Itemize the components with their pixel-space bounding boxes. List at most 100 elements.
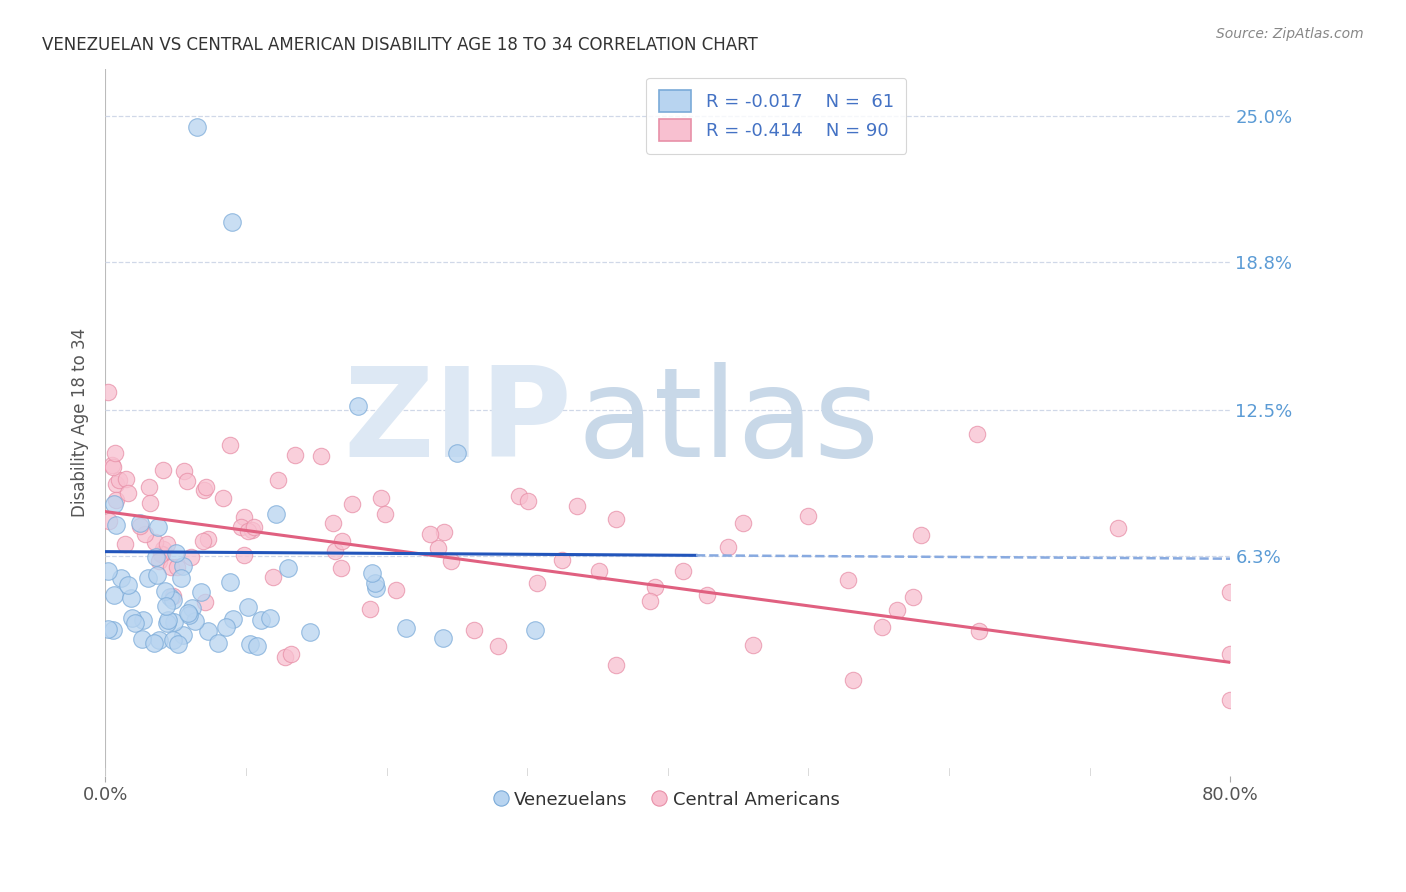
Point [259, 611, 281, 625]
Point [162, 590, 184, 604]
Point [162, 632, 184, 647]
Point [731, 516, 754, 530]
Point [163, 615, 186, 630]
Point [138, 480, 160, 494]
Point [385, 582, 408, 597]
Point [117, 486, 139, 500]
Point [143, 636, 166, 650]
Point [101, 458, 124, 472]
Point [218, 437, 240, 451]
Point [222, 612, 245, 626]
Point [523, 624, 546, 638]
Point [264, 507, 287, 521]
Point [167, 637, 190, 651]
Point [146, 567, 169, 582]
Point [274, 649, 297, 664]
Point [364, 582, 387, 596]
Point [145, 550, 167, 565]
Point [186, 120, 208, 135]
Point [104, 477, 127, 491]
Point [280, 647, 302, 661]
Point [903, 591, 925, 605]
Point [152, 542, 174, 557]
Point [114, 537, 136, 551]
Point [966, 426, 988, 441]
Point [370, 491, 392, 506]
Point [105, 492, 128, 507]
Point [516, 494, 538, 508]
Point [212, 491, 235, 505]
Point [239, 637, 262, 651]
Point [97, 384, 120, 399]
Point [218, 574, 240, 589]
Point [153, 583, 176, 598]
Point [177, 607, 200, 622]
Point [322, 516, 344, 530]
Point [97, 514, 120, 528]
Point [120, 591, 142, 606]
Point [136, 571, 159, 585]
Point [236, 524, 259, 538]
Point [155, 599, 177, 614]
Point [298, 625, 321, 640]
Point [717, 540, 740, 554]
Point [193, 534, 215, 549]
Point [170, 570, 193, 584]
Point [156, 615, 179, 630]
Point [177, 606, 200, 620]
Point [508, 490, 530, 504]
Point [374, 507, 396, 521]
Point [742, 639, 765, 653]
Point [672, 564, 695, 578]
Point [190, 585, 212, 599]
Point [427, 541, 450, 556]
Legend: Venezuelans, Central Americans: Venezuelans, Central Americans [489, 783, 846, 816]
Point [129, 519, 152, 533]
Point [309, 449, 332, 463]
Point [173, 464, 195, 478]
Point [359, 601, 381, 615]
Point [97, 622, 120, 636]
Point [152, 463, 174, 477]
Point [243, 520, 266, 534]
Point [156, 613, 179, 627]
Point [193, 483, 215, 497]
Point [330, 533, 353, 548]
Point [1219, 584, 1241, 599]
Point [347, 399, 370, 413]
Text: ZIP: ZIP [343, 361, 572, 483]
Point [605, 512, 627, 526]
Point [183, 614, 205, 628]
Point [129, 516, 152, 530]
Point [364, 575, 387, 590]
Point [463, 624, 485, 638]
Text: VENEZUELAN VS CENTRAL AMERICAN DISABILITY AGE 18 TO 34 CORRELATION CHART: VENEZUELAN VS CENTRAL AMERICAN DISABILIT… [42, 36, 758, 54]
Point [146, 520, 169, 534]
Point [180, 550, 202, 565]
Point [149, 548, 172, 562]
Point [360, 566, 382, 580]
Point [101, 624, 124, 638]
Point [842, 673, 865, 688]
Point [395, 621, 418, 635]
Point [870, 620, 893, 634]
Point [284, 448, 307, 462]
Point [433, 524, 456, 539]
Point [910, 528, 932, 542]
Y-axis label: Disability Age 18 to 34: Disability Age 18 to 34 [72, 327, 89, 516]
Point [103, 588, 125, 602]
Point [194, 595, 217, 609]
Point [207, 636, 229, 650]
Point [162, 593, 184, 607]
Point [160, 559, 183, 574]
Point [114, 472, 136, 486]
Point [117, 578, 139, 592]
Point [197, 533, 219, 547]
Point [588, 564, 610, 578]
Point [266, 473, 288, 487]
Point [246, 639, 269, 653]
Point [172, 627, 194, 641]
Point [221, 215, 243, 229]
Point [486, 639, 509, 653]
Point [446, 445, 468, 459]
